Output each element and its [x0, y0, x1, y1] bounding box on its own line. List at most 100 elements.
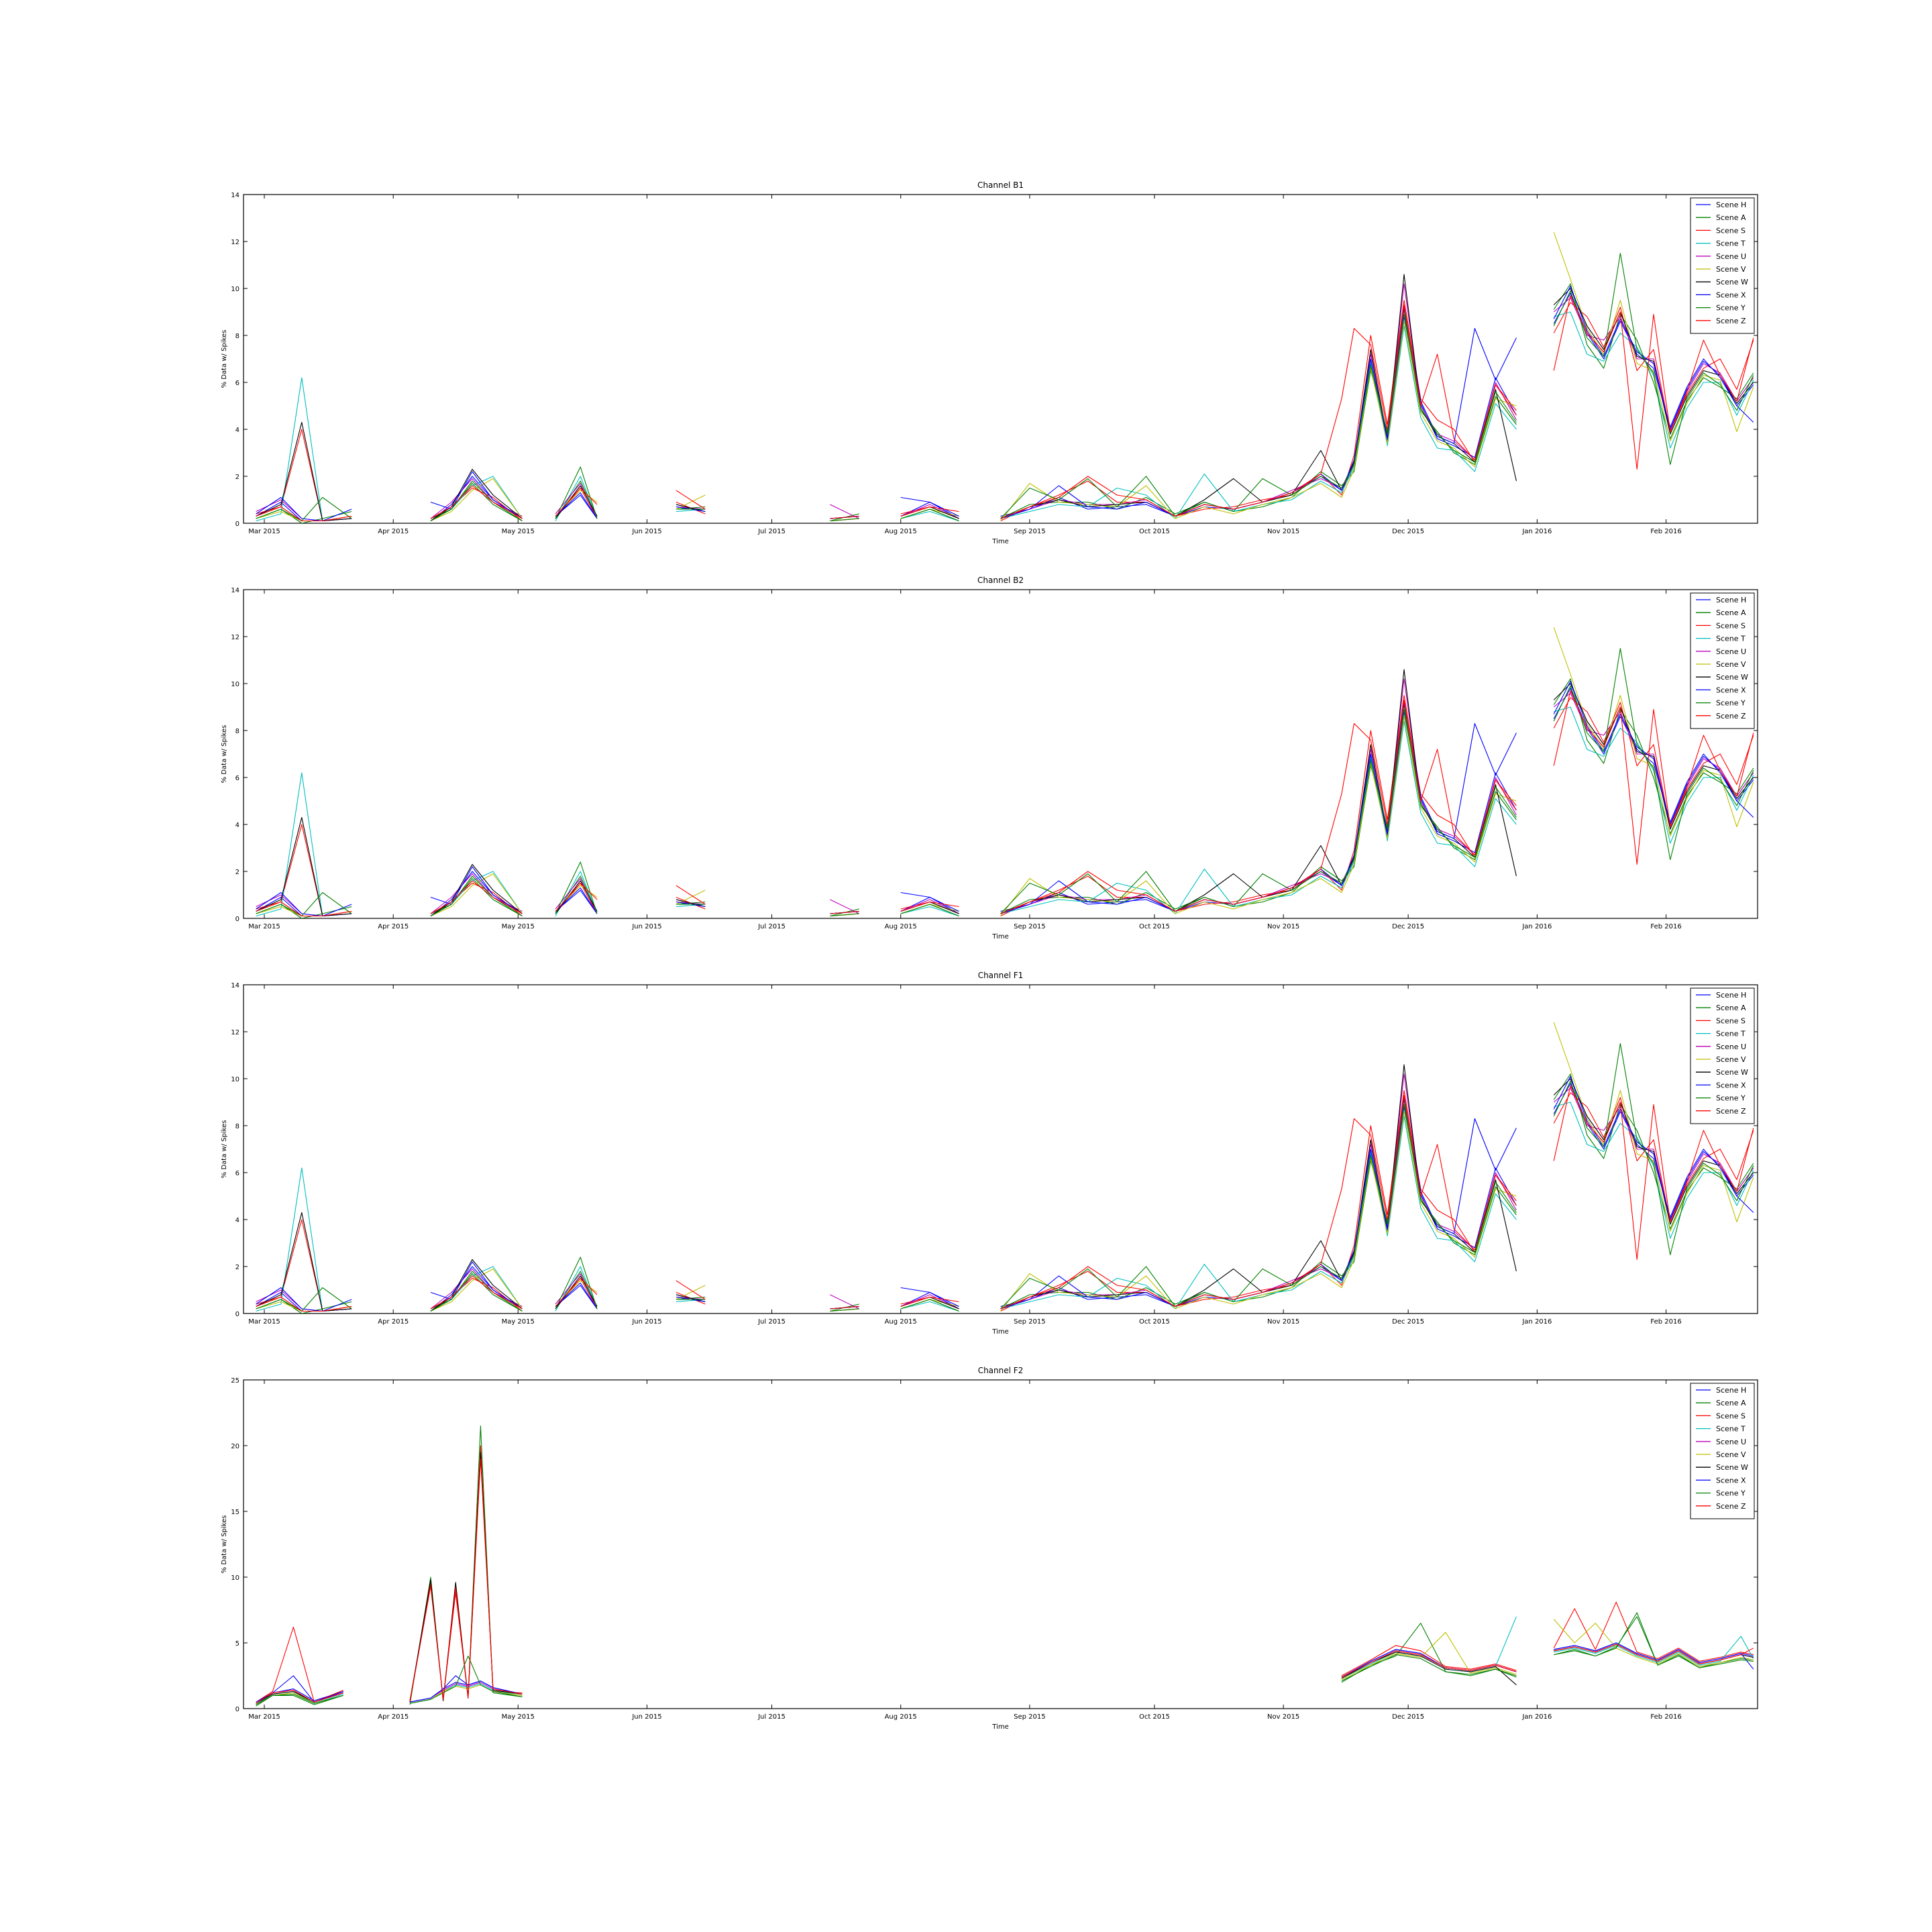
legend-label: Scene T: [1716, 1425, 1746, 1434]
y-tick-label: 0: [235, 1311, 239, 1318]
x-tick-label: Apr 2015: [378, 923, 409, 930]
chart-title: Channel F1: [978, 971, 1024, 980]
y-tick-label: 6: [235, 380, 239, 387]
x-tick-label: May 2015: [502, 1318, 535, 1326]
series-line-scene-h: [256, 1642, 1754, 1704]
legend-label: Scene X: [1716, 1476, 1746, 1485]
x-tick-label: May 2015: [502, 923, 535, 930]
legend-label: Scene Y: [1716, 1489, 1746, 1498]
legend-label: Scene W: [1716, 1068, 1748, 1077]
y-tick-label: 4: [235, 1217, 239, 1224]
legend-label: Scene X: [1716, 1081, 1746, 1089]
legend-label: Scene V: [1716, 1055, 1746, 1064]
series-line-scene-z: [256, 1085, 1754, 1312]
y-tick-label: 10: [231, 1574, 239, 1582]
x-tick-label: Sep 2015: [1014, 528, 1045, 535]
legend-label: Scene T: [1716, 1030, 1746, 1038]
x-tick-label: Jan 2016: [1521, 1713, 1552, 1721]
x-tick-label: Nov 2015: [1267, 528, 1299, 535]
x-tick-label: Sep 2015: [1014, 1713, 1045, 1721]
legend-label: Scene A: [1716, 608, 1746, 617]
legend-label: Scene V: [1716, 1450, 1746, 1459]
x-tick-label: Apr 2015: [378, 528, 409, 535]
y-tick-label: 2: [235, 869, 239, 876]
y-tick-label: 8: [235, 728, 239, 735]
x-tick-label: Jan 2016: [1521, 1318, 1552, 1326]
y-tick-label: 12: [231, 1029, 239, 1036]
x-tick-label: Mar 2015: [248, 1318, 280, 1326]
legend-label: Scene T: [1716, 239, 1746, 248]
legend-label: Scene W: [1716, 278, 1748, 286]
plot-area: [243, 194, 1758, 524]
legend: Scene H Scene A Scene S Scene T Scene U Scene…: [1690, 987, 1755, 1124]
y-tick-label: 0: [235, 521, 239, 528]
legend-label: Scene X: [1716, 290, 1746, 299]
y-tick-label: 6: [235, 775, 239, 782]
x-tick-label: Oct 2015: [1139, 1318, 1170, 1326]
series-lines: [256, 1426, 1754, 1707]
plot-area: [243, 1379, 1758, 1709]
series-line-scene-v: [256, 1619, 1754, 1705]
x-tick-label: Feb 2016: [1650, 528, 1681, 535]
plot-area: [243, 984, 1758, 1314]
x-tick-label: Jun 2015: [631, 1713, 661, 1721]
y-tick-label: 0: [235, 1706, 239, 1713]
legend-label: Scene U: [1716, 647, 1746, 656]
x-tick-label: Nov 2015: [1267, 1713, 1299, 1721]
x-axis-label: Time: [991, 1723, 1008, 1731]
legend-label: Scene V: [1716, 265, 1746, 274]
legend-label: Scene Z: [1716, 712, 1746, 720]
y-axis-label: % Data w/ Spikes: [221, 330, 228, 388]
x-tick-label: Jul 2015: [757, 1318, 786, 1326]
x-tick-label: Aug 2015: [885, 923, 917, 930]
legend-label: Scene U: [1716, 252, 1746, 261]
x-tick-label: Oct 2015: [1139, 528, 1170, 535]
x-tick-label: Dec 2015: [1392, 923, 1424, 930]
legend-label: Scene Z: [1716, 317, 1746, 325]
legend-label: Scene H: [1716, 991, 1746, 1000]
legend-box: [1690, 987, 1755, 1124]
chart-title: Channel B1: [977, 180, 1024, 190]
series-line-scene-z: [256, 294, 1754, 522]
chart-panel-1: Channel B1 0 2 4 6 8 10 12 14 Mar 2015 Apr 2015 May…: [221, 180, 1758, 545]
x-tick-label: May 2015: [502, 528, 535, 535]
x-tick-label: Jul 2015: [757, 1713, 786, 1721]
legend-label: Scene U: [1716, 1438, 1746, 1446]
x-tick-label: Nov 2015: [1267, 923, 1299, 930]
series-line-scene-z: [256, 1458, 1754, 1704]
legend-label: Scene A: [1716, 1004, 1746, 1012]
legend-label: Scene S: [1716, 1016, 1746, 1025]
chart-title: Channel B2: [977, 576, 1024, 585]
legend-box: [1690, 592, 1755, 729]
y-tick-label: 12: [231, 239, 239, 246]
series-lines: [256, 231, 1754, 523]
x-tick-label: Jul 2015: [757, 923, 786, 930]
chart-panel-2: Channel B2 0 2 4 6 8 10 12 14 Mar 2015 Apr 2015 May…: [221, 576, 1758, 941]
x-tick-label: Apr 2015: [378, 1713, 409, 1721]
x-tick-label: Jun 2015: [631, 923, 661, 930]
series-line-scene-z: [256, 690, 1754, 917]
legend-label: Scene W: [1716, 673, 1748, 682]
legend-label: Scene X: [1716, 686, 1746, 694]
legend-label: Scene S: [1716, 1411, 1746, 1420]
legend-label: Scene H: [1716, 596, 1746, 604]
y-tick-label: 2: [235, 474, 239, 481]
legend-label: Scene T: [1716, 635, 1746, 643]
x-tick-label: Feb 2016: [1650, 923, 1681, 930]
x-tick-label: Dec 2015: [1392, 528, 1424, 535]
legend-label: Scene U: [1716, 1042, 1746, 1051]
x-tick-label: May 2015: [502, 1713, 535, 1721]
legend-label: Scene Z: [1716, 1502, 1746, 1511]
x-tick-label: Dec 2015: [1392, 1713, 1424, 1721]
legend-label: Scene Z: [1716, 1107, 1746, 1116]
y-tick-label: 14: [231, 587, 239, 594]
y-tick-label: 2: [235, 1264, 239, 1271]
y-tick-label: 12: [231, 634, 239, 641]
y-tick-label: 5: [235, 1640, 239, 1648]
x-tick-label: Aug 2015: [885, 1713, 917, 1721]
x-tick-label: Apr 2015: [378, 1318, 409, 1326]
x-axis-label: Time: [991, 933, 1008, 941]
chart-title: Channel F2: [978, 1366, 1024, 1375]
legend-label: Scene H: [1716, 201, 1746, 209]
x-tick-label: Sep 2015: [1014, 1318, 1045, 1326]
